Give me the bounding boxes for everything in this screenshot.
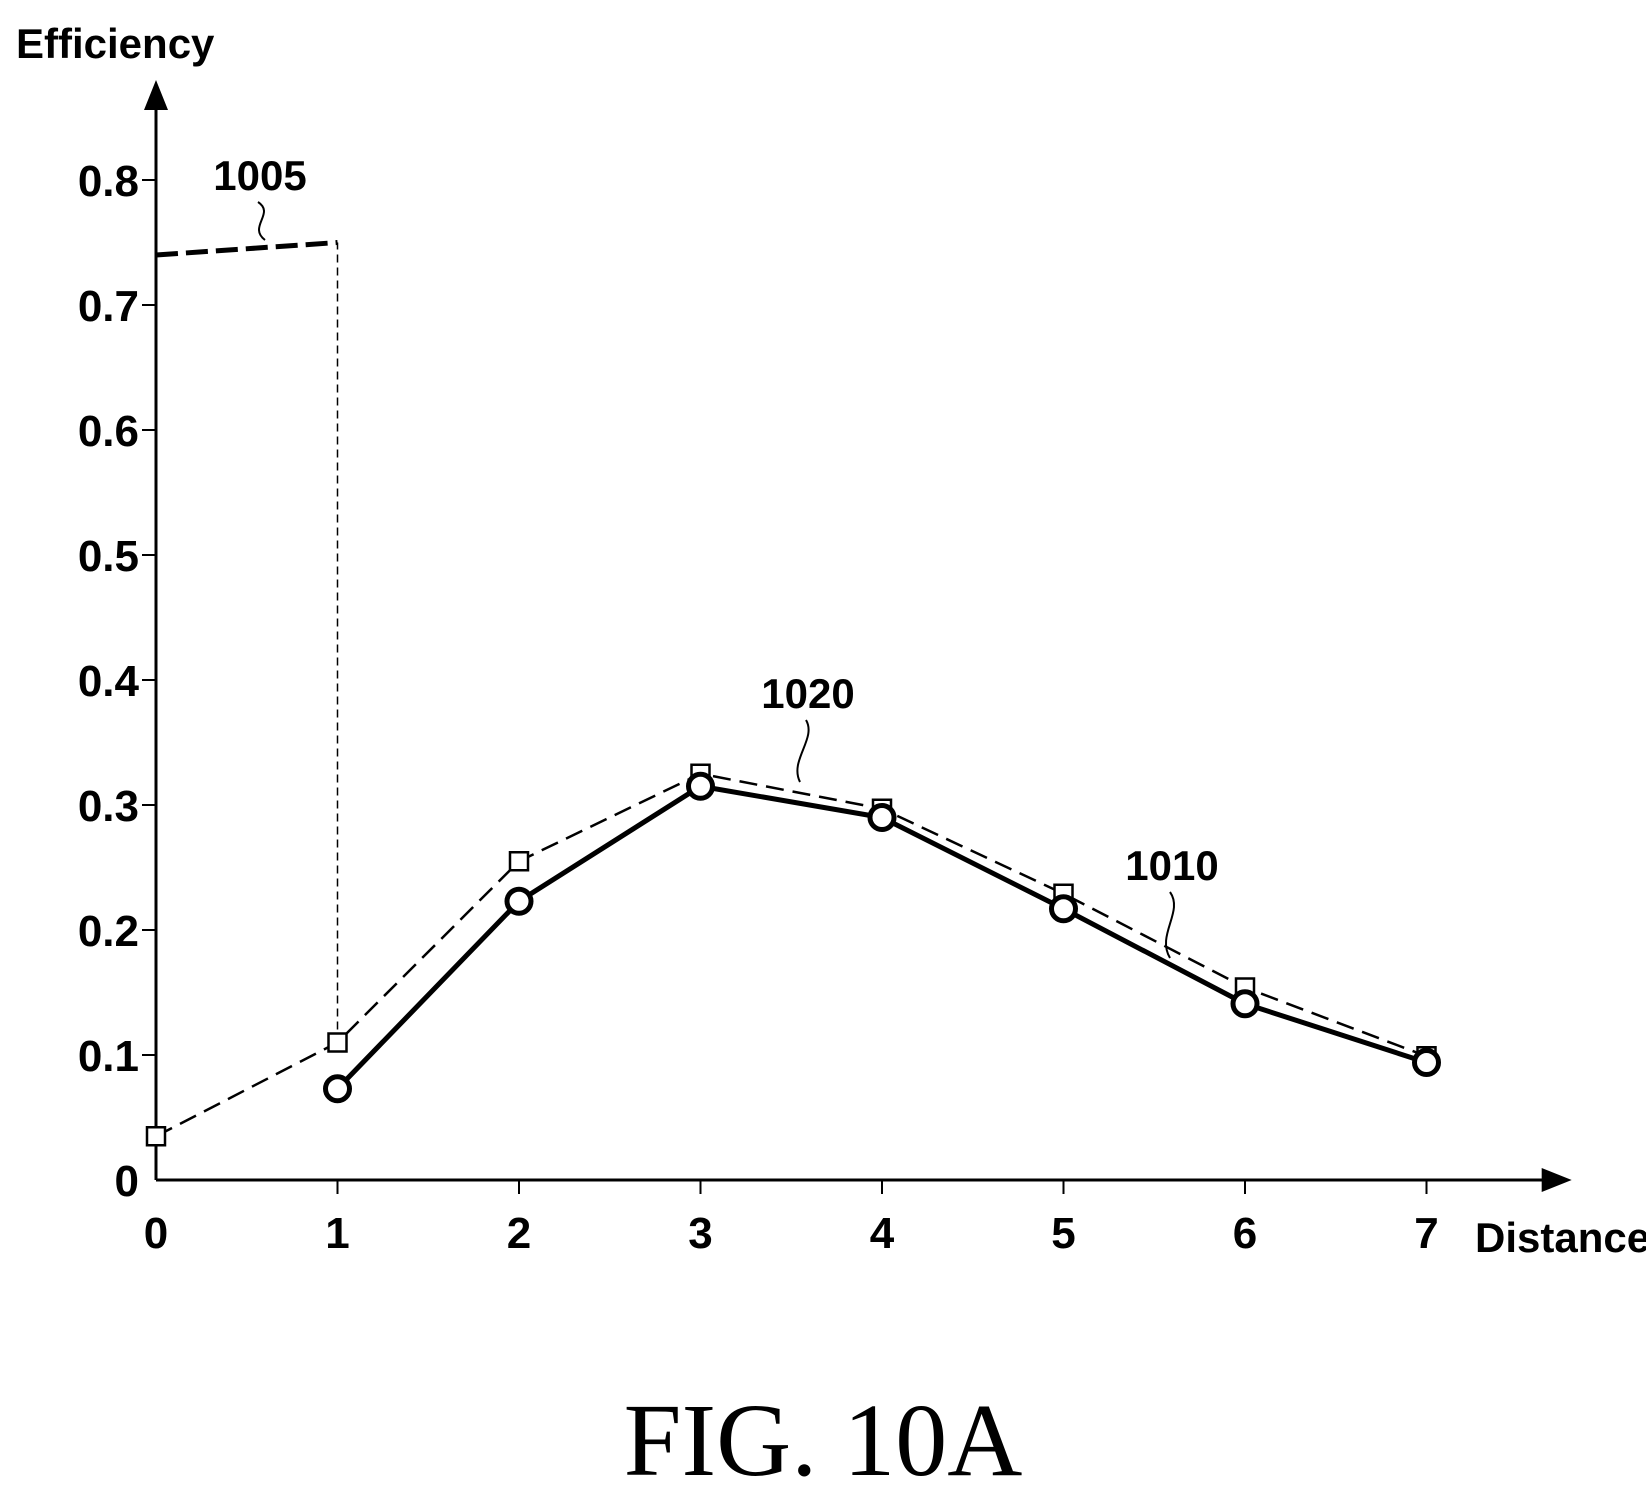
series-1005 — [155, 240, 338, 258]
x-axis-title: Distance — [1475, 1214, 1646, 1261]
data-point-circle — [504, 886, 534, 916]
leader-line-1010 — [1164, 891, 1176, 959]
y-tick-label: 0.6 — [78, 407, 139, 456]
x-tick-label: 5 — [1051, 1209, 1075, 1258]
series-line-1020 — [155, 772, 1427, 1138]
y-tick-label: 0.1 — [78, 1032, 139, 1081]
series-line-1005 — [155, 240, 338, 258]
x-tick-label: 4 — [870, 1209, 895, 1258]
reference-label-1005: 1005 — [213, 152, 306, 199]
data-point-circle — [867, 803, 897, 832]
y-tick-label: 0.5 — [78, 532, 139, 581]
reference-label-1010: 1010 — [1125, 842, 1218, 889]
series-1010 — [323, 771, 1441, 1104]
y-axis-arrow-icon — [144, 80, 168, 110]
x-tick-label: 3 — [688, 1209, 712, 1258]
y-tick-label: 0.2 — [78, 907, 139, 956]
tick-marks — [142, 179, 1428, 1194]
data-point-circle — [1230, 989, 1260, 1019]
data-point-circle — [323, 1074, 352, 1104]
y-axis-title: Efficiency — [16, 20, 215, 67]
leader-line-1005 — [257, 201, 266, 241]
data-point-square — [327, 1032, 348, 1053]
data-point-circle — [686, 771, 715, 801]
x-tick-label: 7 — [1414, 1209, 1438, 1258]
reference-label-1020: 1020 — [761, 670, 854, 717]
figure-caption: FIG. 10A — [624, 1383, 1023, 1498]
data-point-square — [508, 851, 530, 872]
data-point-circle — [1049, 894, 1078, 924]
series-layer — [145, 240, 1441, 1147]
leader-line-1020 — [796, 719, 810, 783]
data-point-circle — [1412, 1048, 1441, 1077]
x-tick-label: 2 — [507, 1209, 531, 1258]
x-tick-label: 1 — [325, 1209, 349, 1258]
annotations: 1005 1020 1010 — [213, 152, 1219, 959]
y-tick-label: 0.8 — [78, 157, 139, 206]
axes — [144, 80, 1572, 1192]
y-tick-label: 0 — [115, 1157, 139, 1206]
y-tick-label: 0.4 — [78, 657, 140, 706]
x-tick-label: 0 — [144, 1209, 168, 1258]
x-axis-arrow-icon — [1541, 1168, 1572, 1192]
data-point-square — [145, 1126, 167, 1147]
x-tick-label: 6 — [1233, 1209, 1257, 1258]
y-tick-label: 0.3 — [78, 782, 139, 831]
y-tick-label: 0.7 — [78, 282, 139, 331]
